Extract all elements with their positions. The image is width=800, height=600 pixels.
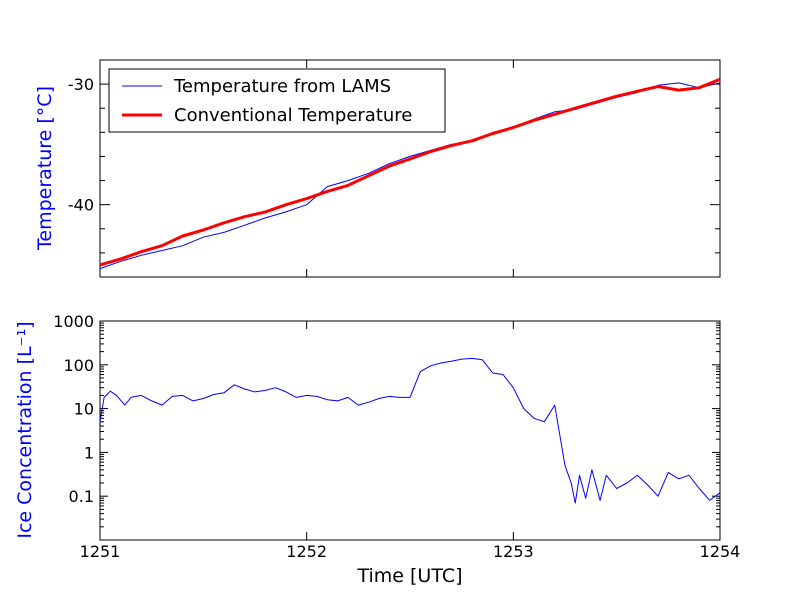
temperature-series [99,77,721,270]
x-tick-label: 1252 [286,542,327,561]
legend: Temperature from LAMS Conventional Tempe… [108,68,446,133]
legend-label-lams: Temperature from LAMS [173,76,391,97]
x-tick-labels: 1251 1252 1253 1254 [80,542,741,561]
temperature-axis-ticks [99,59,721,278]
temperature-y-axis-label: Temperature [°C] [34,86,56,251]
temperature-panel: -40 -30 Temperature [°C] Temperature from… [34,59,721,278]
y-tick-label: 1000 [53,312,94,331]
legend-label-conventional: Conventional Temperature [174,105,412,126]
ice-concentration-line [99,357,721,504]
y-tick-label: -40 [68,196,94,215]
x-axis-label: Time [UTC] [356,565,462,587]
y-tick-label: -30 [68,75,94,94]
ice-y-axis-label: Ice Concentration [L⁻¹] [14,321,36,538]
y-tick-label: 1 [84,443,94,462]
ice-plot-frame [99,320,721,541]
y-tick-label: 100 [63,356,94,375]
x-tick-label: 1254 [700,542,741,561]
legend-box [108,68,446,133]
y-tick-label: 10 [74,400,94,419]
ice-series [99,357,721,504]
ice-concentration-panel: 0.1 1 10 100 1000 Ice Concentration [L⁻¹] [14,312,721,541]
x-tick-label: 1253 [493,542,534,561]
x-tick-label: 1251 [80,542,121,561]
ice-y-tick-labels: 0.1 1 10 100 1000 [53,312,94,506]
temperature-y-tick-labels: -40 -30 [68,75,94,215]
y-tick-label: 0.1 [69,487,94,506]
conventional-temperature-line [99,77,721,267]
